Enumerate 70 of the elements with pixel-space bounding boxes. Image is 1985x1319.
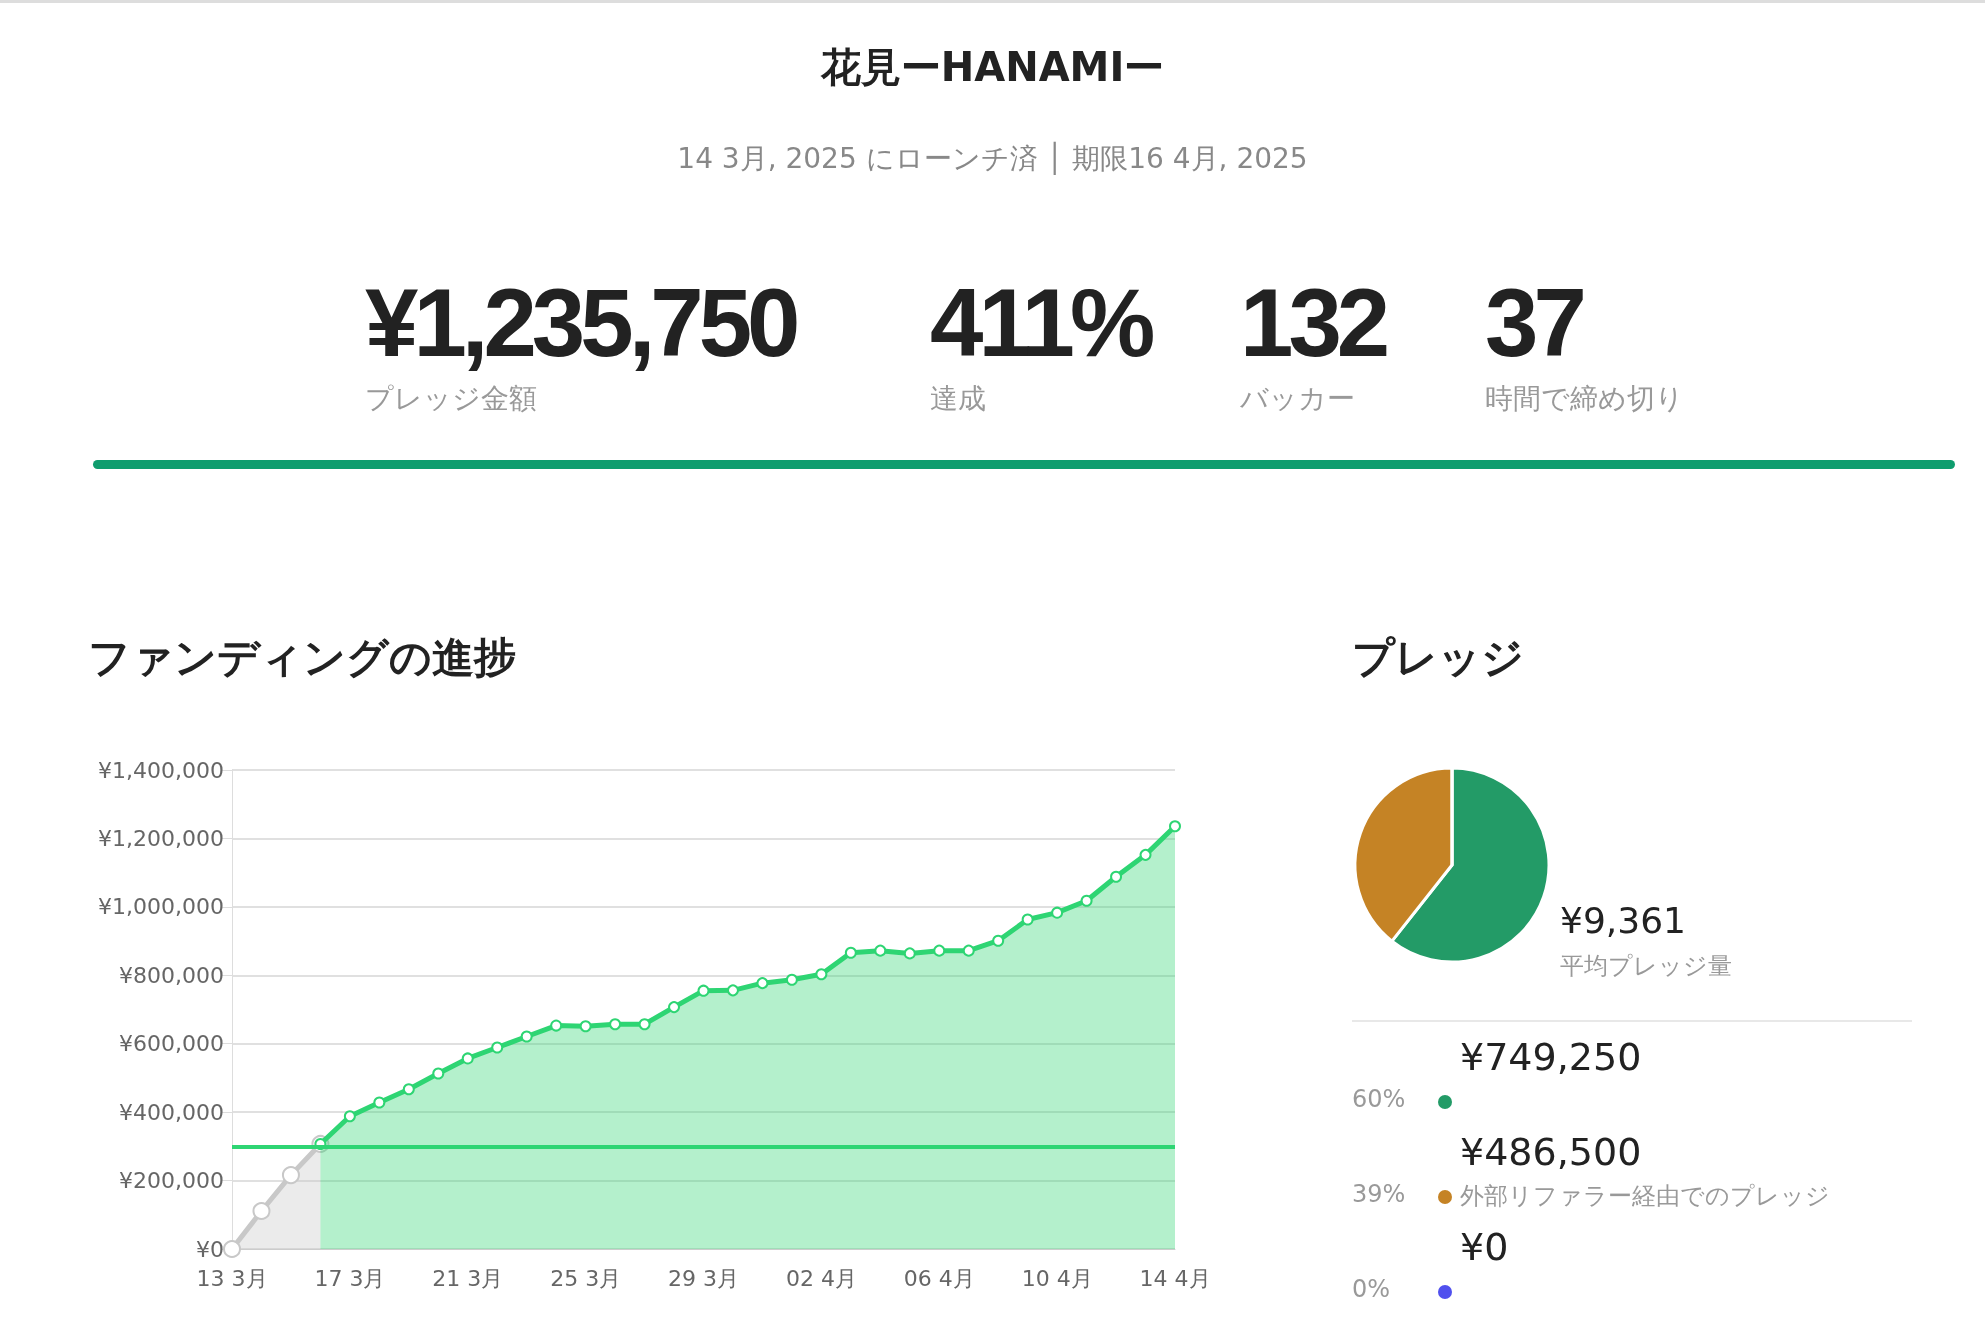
point xyxy=(281,1166,300,1185)
text: 132 xyxy=(1240,269,1386,376)
point xyxy=(1139,848,1152,861)
text: 達成 xyxy=(930,381,986,417)
point xyxy=(1021,913,1034,926)
y-tick-label: ¥1,200,000 xyxy=(98,825,224,851)
point xyxy=(668,1001,681,1014)
point xyxy=(1051,906,1064,919)
text: 時間で締め切り xyxy=(1485,381,1684,417)
point xyxy=(223,1240,241,1258)
text: 60% xyxy=(1352,1085,1406,1113)
point xyxy=(874,944,887,957)
y-tick-label: ¥800,000 xyxy=(119,962,224,988)
text: 0% xyxy=(1352,1275,1391,1303)
text: ¥0 xyxy=(1460,1225,1509,1269)
point xyxy=(785,973,798,986)
y-tick-label: ¥1,000,000 xyxy=(98,894,224,920)
text: ¥1,235,750 xyxy=(365,269,796,376)
x-tick-label: 21 3月 xyxy=(432,1265,504,1291)
point xyxy=(756,977,769,990)
text: 平均プレッジ量 xyxy=(1560,951,1732,982)
data-label: ¥749,250 xyxy=(1460,1035,1642,1079)
x-tick-label: 13 3月 xyxy=(196,1265,268,1291)
x-tick-label: 10 4月 xyxy=(1021,1265,1093,1291)
x-tick-label: 06 4月 xyxy=(903,1265,975,1291)
y-tick-label: ¥400,000 xyxy=(119,1099,224,1125)
point xyxy=(933,944,946,957)
point xyxy=(343,1110,356,1123)
point xyxy=(1110,870,1123,883)
point xyxy=(579,1020,592,1033)
point xyxy=(252,1202,271,1221)
point xyxy=(520,1030,533,1043)
x-tick-label: 29 3月 xyxy=(668,1265,739,1291)
point xyxy=(815,968,828,981)
point xyxy=(432,1067,445,1080)
point xyxy=(461,1052,474,1065)
point xyxy=(402,1083,415,1096)
text: 14 3月, 2025 にローンチ済 │ 期限16 4月, 2025 xyxy=(676,140,1309,177)
point xyxy=(844,946,857,959)
text: プレッジ金額 xyxy=(365,381,537,417)
x-tick-label: 14 4月 xyxy=(1139,1265,1211,1291)
text: 411% xyxy=(930,269,1151,376)
chart-title: プレッジ xyxy=(1352,632,1524,684)
x-tick-label: 17 3月 xyxy=(314,1265,386,1291)
text: 39% xyxy=(1352,1180,1406,1208)
point xyxy=(491,1041,504,1054)
y-tick-label: ¥600,000 xyxy=(119,1031,224,1057)
point xyxy=(1080,894,1093,907)
point xyxy=(962,944,975,957)
point xyxy=(903,947,916,960)
point xyxy=(373,1096,386,1109)
point xyxy=(550,1019,563,1032)
point xyxy=(697,984,710,997)
point xyxy=(1169,820,1181,833)
point xyxy=(638,1018,651,1031)
point xyxy=(609,1018,622,1031)
legend-label: 外部リファラー経由でのプレッジ xyxy=(1460,1181,1830,1212)
point xyxy=(726,984,739,997)
y-tick-label: ¥0 xyxy=(196,1236,224,1262)
x-tick-label: 02 4月 xyxy=(785,1265,857,1291)
chart-title: ファンディングの進捗 xyxy=(88,632,516,684)
text: 花見ーHANAMIー xyxy=(819,43,1166,92)
x-tick-label: 25 3月 xyxy=(550,1265,622,1291)
y-tick-label: ¥200,000 xyxy=(119,1168,224,1194)
data-label: ¥486,500 xyxy=(1460,1130,1642,1174)
text: 37 xyxy=(1485,269,1582,376)
text: ¥9,361 xyxy=(1560,900,1686,941)
text: バッカー xyxy=(1240,381,1355,417)
y-tick-label: ¥1,400,000 xyxy=(98,757,224,783)
point xyxy=(992,934,1005,947)
